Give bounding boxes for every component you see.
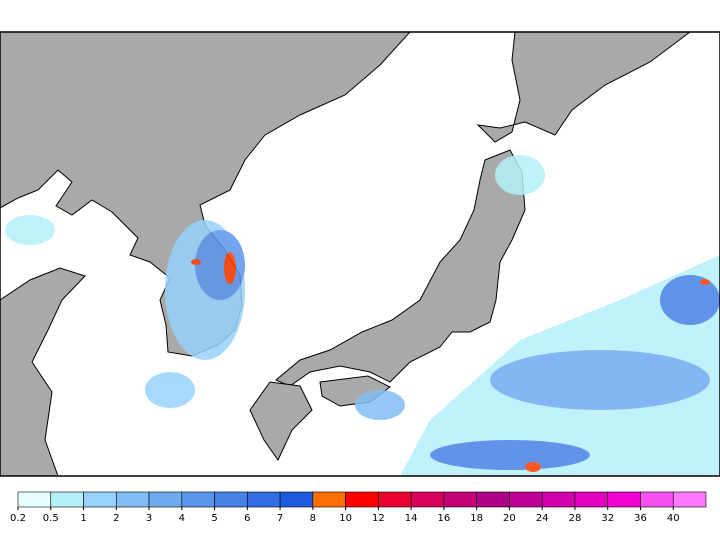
rain-patch [5,215,55,245]
rain-patch [525,462,541,472]
rain-patch [660,275,720,325]
rain-patch [191,259,201,265]
colorbar-label: 1 [80,513,86,524]
map [0,31,720,477]
colorbar-bin [279,491,314,508]
rain-patch [430,440,590,470]
colorbar-label: 10 [339,513,352,524]
colorbar-bin [50,491,84,508]
colorbar-bin [115,491,150,508]
colorbar-bin [410,491,445,508]
colorbar-label: 14 [405,513,418,524]
colorbar: 0.2 0.5 1 2 3 4 5 6 7 8 10 12 14 16 18 20 24 28 32 36 40 [10,491,707,524]
rain-patch [224,252,236,284]
colorbar-label: 5 [211,513,217,524]
precipitation [5,155,720,476]
rain-patch [495,155,545,195]
colorbar-label: 2 [113,513,119,524]
colorbar-bin [607,491,641,508]
colorbar-bin [443,491,477,508]
colorbar-bin [640,491,674,508]
map-frame [0,31,720,477]
colorbar-bin [509,491,543,508]
colorbar-label: 8 [310,513,316,524]
rain-patch [195,230,245,300]
colorbar-label: 18 [470,513,483,524]
rain-patch [145,372,195,408]
land-kyushu [249,381,313,461]
rain-patch [355,390,405,420]
colorbar-bin [476,491,510,508]
colorbar-bin [83,491,117,508]
rain-patch [490,350,710,410]
colorbar-label: 28 [569,513,582,524]
colorbar-label: 0.5 [43,513,59,524]
colorbar-bin [378,491,412,508]
rain-patch [700,279,710,285]
colorbar-label: 36 [634,513,647,524]
colorbar-label: 16 [438,513,451,524]
colorbar-label: 4 [179,513,185,524]
colorbar-label: 40 [667,513,680,524]
colorbar-label: 20 [503,513,516,524]
colorbar-bin [345,491,379,508]
colorbar-label: 7 [277,513,283,524]
colorbar-label: 6 [244,513,250,524]
colorbar-label: 24 [536,513,549,524]
colorbar-bin [247,491,281,508]
colorbar-bin [574,491,609,508]
land-hokkaido [476,31,692,143]
colorbar-bin [312,491,346,508]
colorbar-label: 3 [146,513,152,524]
colorbar-label: 32 [601,513,614,524]
colorbar-label: 12 [372,513,385,524]
colorbar-bin [148,491,183,508]
land-mainland [0,31,412,357]
colorbar-bin [181,491,215,508]
colorbar-bin [541,491,576,508]
colorbar-bin [214,491,248,508]
colorbar-label: 0.2 [10,513,26,524]
colorbar-bin [672,491,707,508]
land-honshu [275,149,526,387]
colorbar-bin [17,491,52,508]
